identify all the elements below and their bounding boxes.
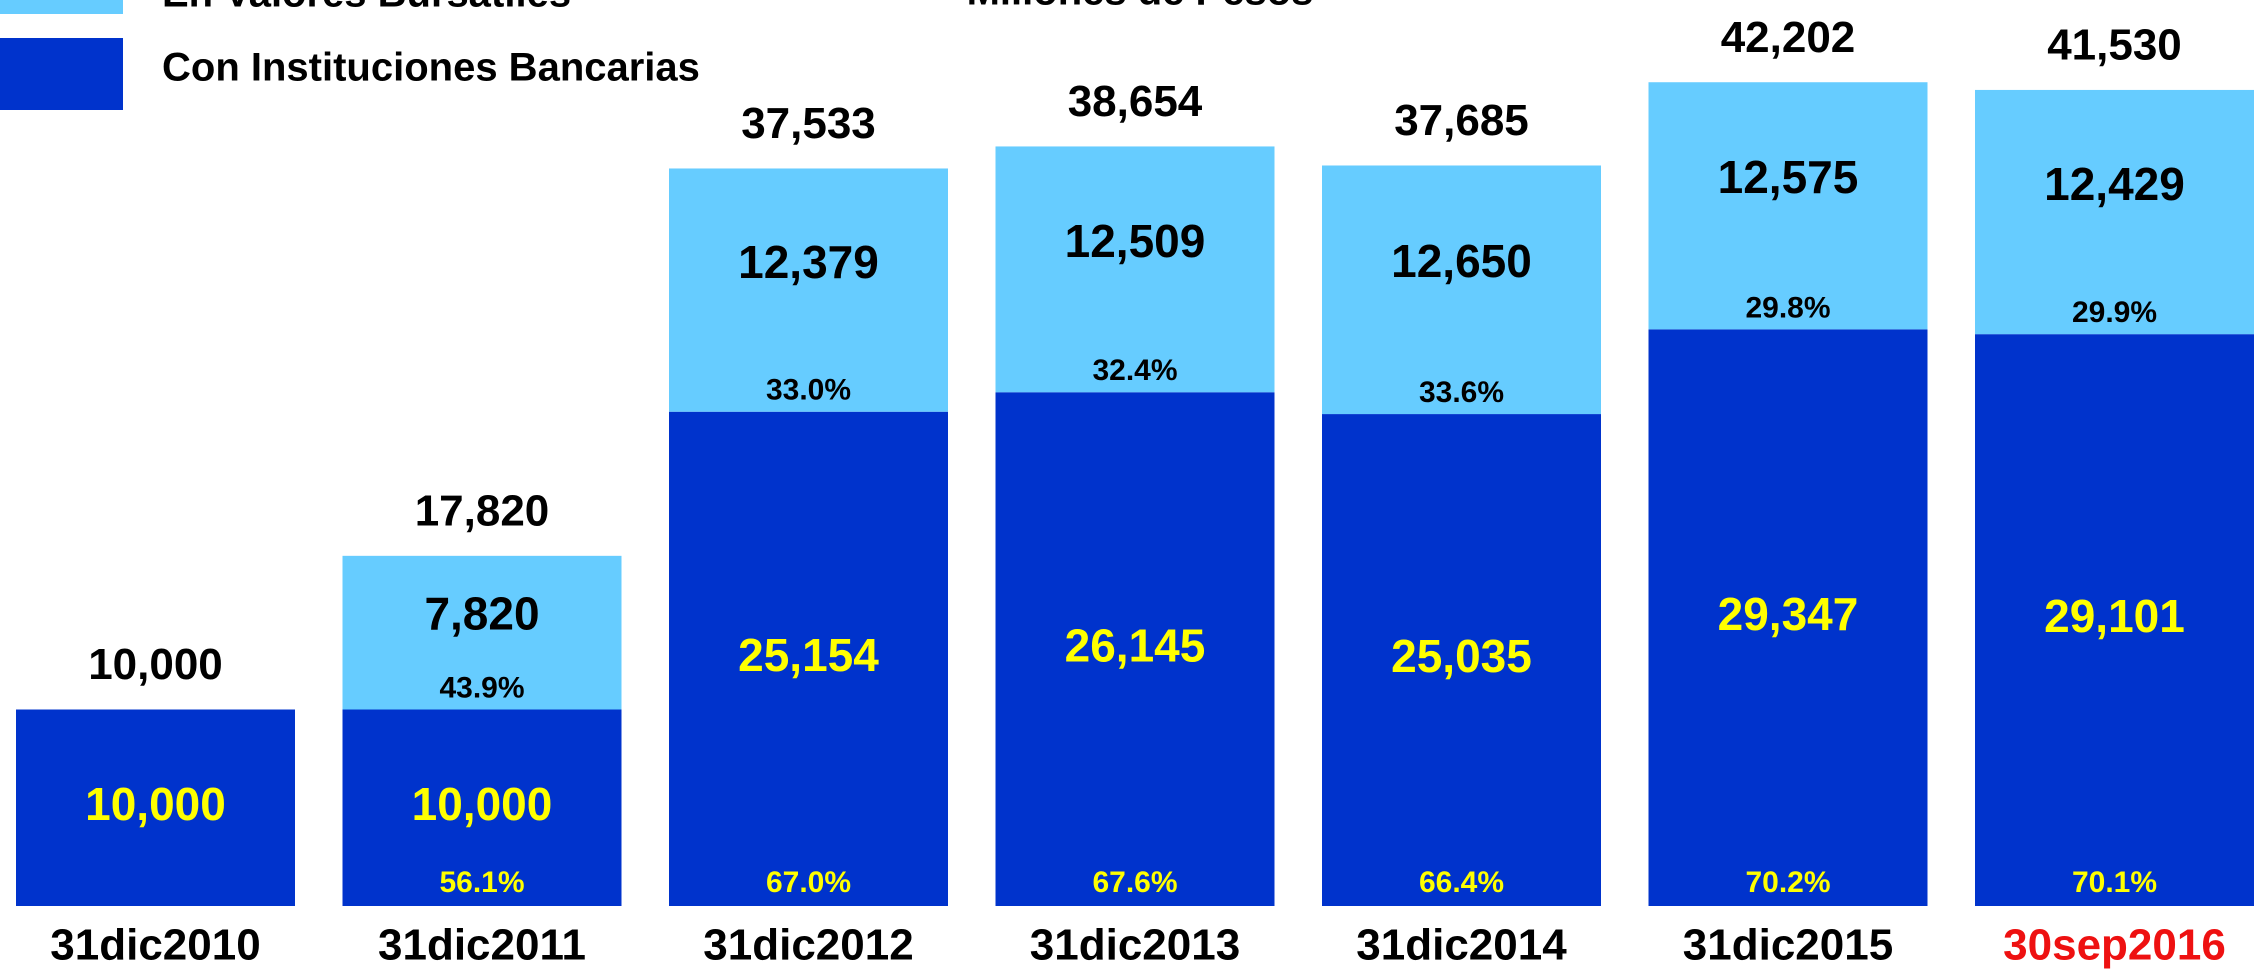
value-label: 12,650 — [1391, 235, 1532, 287]
bar-segment — [1648, 82, 1928, 330]
value-label: 25,035 — [1391, 630, 1532, 682]
bar-segment — [1975, 89, 2254, 335]
bar-segment — [16, 709, 295, 906]
value-label: 12,379 — [738, 236, 879, 288]
value-label: 26,145 — [1065, 619, 1206, 671]
bar-segment — [995, 392, 1275, 907]
bar-segment — [1322, 165, 1601, 415]
percent-label: 70.1% — [2072, 866, 2157, 899]
total-label: 10,000 — [88, 640, 223, 689]
bar-segment — [1322, 414, 1601, 906]
bar-segment — [995, 146, 1275, 393]
percent-label: 67.6% — [1092, 866, 1177, 899]
value-label: 29,101 — [2044, 590, 2185, 642]
bar-segment — [342, 555, 622, 710]
total-label: 17,820 — [415, 486, 550, 535]
percent-label: 29.8% — [1745, 291, 1830, 324]
x-tick-label: 31dic2013 — [1030, 921, 1240, 970]
percent-label: 33.6% — [1419, 376, 1504, 409]
percent-label: 66.4% — [1419, 866, 1504, 899]
value-label: 12,575 — [1718, 151, 1859, 203]
value-label: 29,347 — [1718, 588, 1859, 640]
legend-label: En Valores Bursátiles — [162, 0, 571, 16]
percent-label: 67.0% — [766, 866, 851, 899]
chart-title: Millones de Pesos — [967, 0, 1314, 14]
percent-label: 43.9% — [439, 671, 524, 704]
value-label: 10,000 — [85, 778, 226, 830]
total-label: 41,530 — [2047, 21, 2182, 70]
x-tick-label: 31dic2012 — [703, 921, 913, 970]
percent-label: 33.0% — [766, 374, 851, 407]
legend-swatch — [0, 38, 123, 110]
x-tick-label: 31dic2014 — [1356, 921, 1567, 970]
legend-swatch — [0, 0, 123, 14]
bar-segment — [1975, 334, 2254, 906]
x-tick-label: 31dic2010 — [50, 921, 260, 970]
total-label: 37,533 — [741, 99, 876, 148]
x-tick-label: 30sep2016 — [2003, 921, 2226, 970]
total-label: 38,654 — [1068, 77, 1203, 126]
x-tick-label: 31dic2015 — [1683, 921, 1893, 970]
bar-segment — [669, 168, 948, 412]
value-label: 10,000 — [412, 778, 553, 830]
total-label: 37,685 — [1394, 96, 1529, 145]
legend-label: Con Instituciones Bancarias — [162, 46, 700, 90]
percent-label: 32.4% — [1092, 354, 1177, 387]
bar-segment — [669, 411, 948, 906]
percent-label: 56.1% — [439, 866, 524, 899]
bar-segment — [1648, 329, 1928, 907]
bar-segment — [342, 709, 622, 906]
percent-label: 29.9% — [2072, 296, 2157, 329]
total-label: 42,202 — [1721, 13, 1856, 62]
value-label: 7,820 — [424, 587, 539, 639]
value-label: 25,154 — [738, 629, 879, 681]
value-label: 12,429 — [2044, 158, 2185, 210]
percent-label: 70.2% — [1745, 866, 1830, 899]
value-label: 12,509 — [1065, 215, 1206, 267]
x-tick-label: 31dic2011 — [378, 921, 586, 970]
